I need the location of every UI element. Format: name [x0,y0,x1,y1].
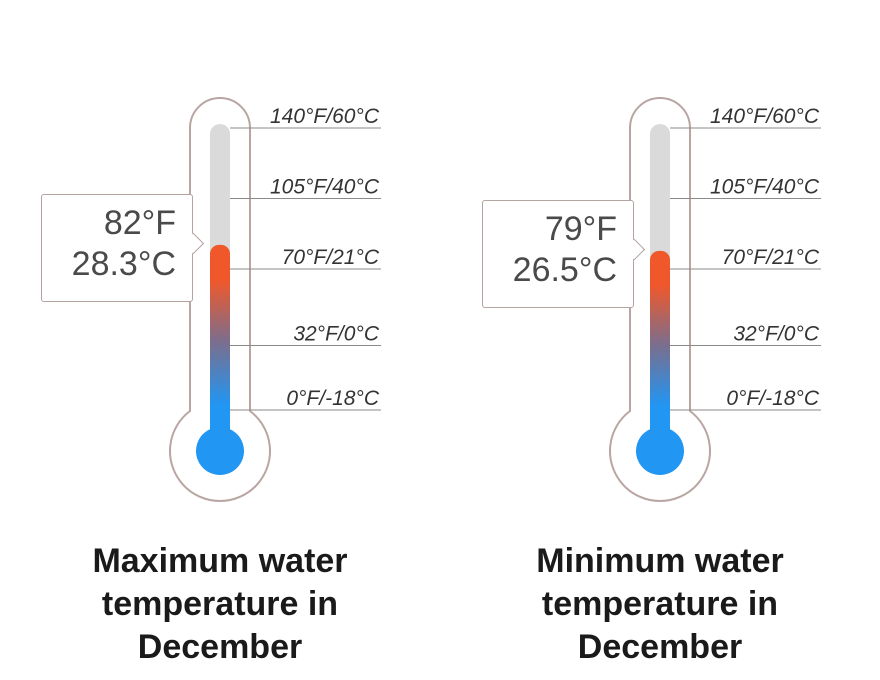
scale-label: 140°F/60°C [270,105,380,128]
thermometer-min-graphic: 140°F/60°C 105°F/40°C 70°F/21°C 32°F/0°C 0°F… [609,97,821,502]
mercury-column [210,244,230,450]
scale-label: 32°F/0°C [733,323,819,346]
thermometer-max-graphic: 140°F/60°C 105°F/40°C 70°F/21°C 32°F/0°C 0°F… [169,97,381,502]
thermometer-min: 140°F/60°C 105°F/40°C 70°F/21°C 32°F/0°C 0°F… [440,0,880,680]
scale-label: 32°F/0°C [293,323,379,346]
max-value-celsius: 28.3°C [71,245,176,283]
max-value-callout: 82°F 28.3°C [41,194,205,302]
scale-label: 0°F/-18°C [286,387,379,410]
scale-label: 0°F/-18°C [726,387,819,410]
scale-label: 70°F/21°C [282,246,380,269]
thermometer-bulb [636,427,684,475]
scale-label: 70°F/21°C [722,246,820,269]
min-value-callout: 79°F 26.5°C [482,200,646,308]
max-caption: Maximum water temperature in December [92,542,348,666]
scale-label: 105°F/40°C [270,176,380,199]
min-caption: Minimum water temperature in December [536,542,784,666]
min-value-fahrenheit: 79°F [544,210,617,248]
thermometer-max: 140°F/60°C 105°F/40°C 70°F/21°C 32°F/0°C 0°F… [41,97,381,666]
scale-label: 105°F/40°C [710,176,820,199]
scale-label: 140°F/60°C [710,105,820,128]
min-value-celsius: 26.5°C [512,251,617,289]
max-value-fahrenheit: 82°F [103,204,176,242]
mercury-column [650,250,670,450]
thermometer-bulb [196,427,244,475]
